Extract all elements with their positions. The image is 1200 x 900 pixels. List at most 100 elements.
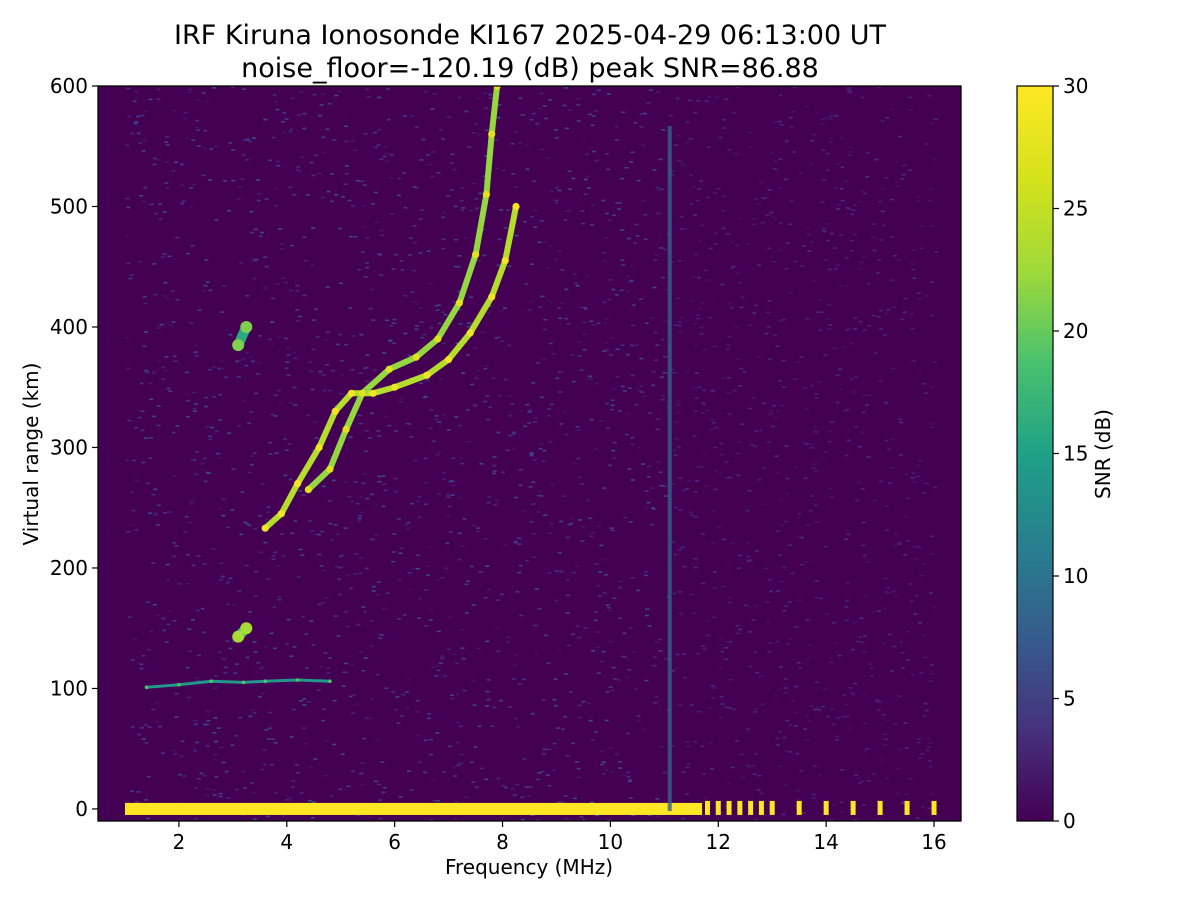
noise-cell — [178, 583, 183, 585]
noise-cell — [827, 304, 832, 306]
noise-cell — [863, 554, 868, 556]
chart-title: IRF Kiruna Ionosonde KI167 2025-04-29 06… — [174, 20, 887, 51]
noise-cell — [882, 607, 887, 610]
noise-cell — [436, 579, 440, 582]
noise-cell — [806, 234, 811, 236]
noise-cell — [367, 437, 372, 439]
noise-cell — [529, 454, 534, 457]
noise-cell — [759, 792, 764, 795]
noise-cell — [848, 154, 852, 157]
noise-cell — [146, 601, 150, 603]
noise-cell — [747, 131, 752, 134]
noise-cell — [560, 302, 565, 304]
noise-cell — [388, 340, 393, 342]
noise-cell — [628, 387, 632, 389]
noise-cell — [309, 766, 314, 769]
noise-cell — [884, 439, 889, 442]
noise-cell — [589, 715, 594, 718]
noise-cell — [196, 145, 201, 147]
noise-cell — [350, 140, 355, 142]
ground-echo-step — [748, 800, 754, 815]
echo-point — [240, 622, 253, 635]
noise-cell — [790, 572, 795, 575]
noise-cell — [441, 211, 446, 214]
noise-cell — [720, 703, 725, 705]
noise-cell — [602, 487, 607, 489]
noise-cell — [539, 396, 544, 399]
noise-cell — [454, 800, 459, 803]
noise-cell — [345, 574, 350, 576]
noise-cell — [553, 678, 558, 680]
noise-cell — [853, 819, 858, 821]
noise-cell — [848, 91, 853, 94]
noise-cell — [396, 194, 401, 197]
noise-cell — [889, 198, 894, 201]
noise-cell — [736, 272, 741, 275]
noise-cell — [377, 435, 382, 437]
noise-cell — [752, 764, 757, 767]
noise-cell — [288, 797, 293, 799]
noise-cell — [237, 590, 242, 592]
noise-cell — [697, 307, 702, 310]
noise-cell — [414, 325, 419, 327]
noise-cell — [699, 180, 704, 182]
noise-cell — [799, 356, 804, 358]
noise-cell — [529, 119, 534, 121]
noise-cell — [767, 247, 772, 250]
noise-cell — [355, 180, 360, 182]
noise-cell — [125, 144, 129, 146]
noise-cell — [784, 605, 789, 608]
noise-cell — [360, 783, 365, 786]
noise-cell — [817, 709, 822, 711]
noise-cell — [651, 664, 656, 667]
noise-cell — [642, 112, 647, 115]
echo-point — [232, 339, 245, 352]
noise-cell — [596, 322, 601, 325]
noise-cell — [465, 354, 470, 356]
noise-cell — [759, 429, 764, 432]
noise-cell — [134, 120, 139, 123]
noise-cell — [855, 499, 859, 502]
noise-cell — [269, 632, 274, 635]
noise-cell — [310, 530, 315, 532]
noise-cell — [353, 384, 358, 387]
noise-cell — [338, 788, 343, 791]
noise-cell — [828, 324, 833, 326]
noise-cell — [752, 223, 757, 226]
noise-cell — [517, 543, 522, 545]
noise-cell — [392, 551, 397, 553]
noise-cell — [599, 420, 604, 422]
noise-cell — [597, 525, 602, 528]
noise-cell — [485, 365, 490, 367]
noise-cell — [689, 203, 694, 205]
noise-cell — [892, 645, 897, 648]
noise-cell — [563, 716, 568, 718]
noise-cell — [464, 796, 469, 798]
noise-cell — [924, 392, 929, 394]
noise-cell — [230, 86, 235, 88]
noise-cell — [568, 188, 573, 190]
noise-cell — [780, 404, 785, 407]
noise-cell — [724, 98, 729, 101]
noise-cell — [717, 644, 722, 647]
echo-point — [326, 465, 334, 473]
noise-cell — [608, 279, 613, 281]
noise-cell — [917, 757, 922, 759]
noise-cell — [168, 324, 173, 327]
noise-cell — [627, 468, 632, 470]
noise-cell — [267, 159, 272, 162]
noise-cell — [374, 221, 379, 223]
noise-cell — [196, 99, 201, 102]
noise-cell — [457, 558, 462, 561]
noise-cell — [238, 359, 243, 361]
noise-cell — [891, 590, 896, 593]
noise-cell — [524, 560, 529, 562]
noise-cell — [291, 708, 296, 711]
noise-cell — [658, 471, 663, 473]
noise-cell — [219, 311, 224, 313]
noise-cell — [554, 136, 559, 139]
echo-point — [472, 251, 480, 259]
noise-cell — [862, 693, 867, 695]
noise-cell — [827, 440, 832, 443]
noise-cell — [620, 259, 625, 262]
